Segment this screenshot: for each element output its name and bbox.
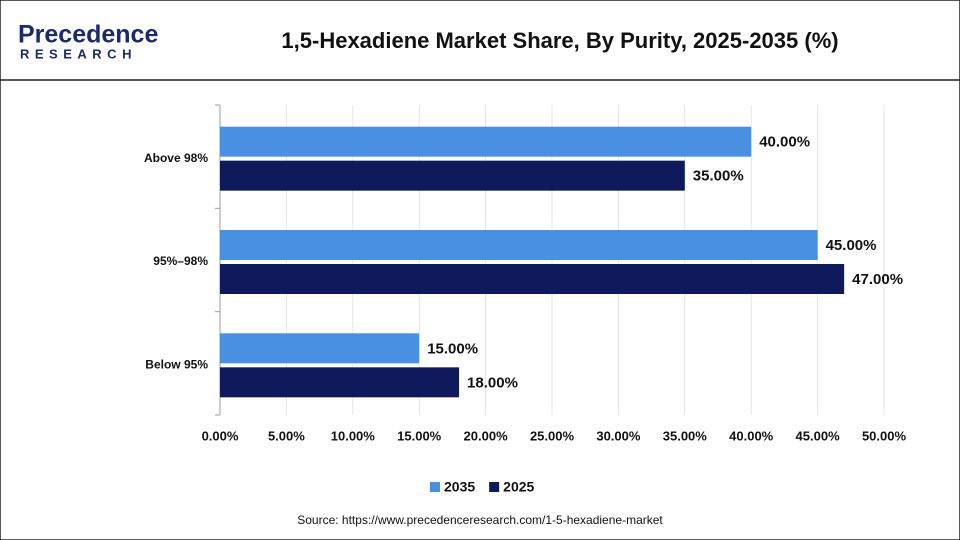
bar [220,333,420,364]
x-tick-label: 5.00% [268,428,305,443]
y-tick-label: Above 98% [144,151,208,165]
y-tick-label: 95%–98% [153,254,208,268]
x-tick-label: 45.00% [796,428,841,443]
bar [220,126,752,157]
value-label: 45.00% [826,237,877,254]
legend-swatch [430,482,440,492]
value-label: 35.00% [693,168,744,185]
x-tick-label: 35.00% [663,428,708,443]
logo-sub: RESEARCH [20,46,137,61]
x-tick-label: 15.00% [397,428,442,443]
bar [220,264,845,294]
legend-label: 2025 [503,479,534,495]
x-tick-label: 20.00% [464,428,509,443]
bar [220,160,685,191]
bar [220,367,460,398]
value-label: 18.00% [467,374,518,391]
x-tick-label: 50.00% [862,428,907,443]
x-tick-label: 25.00% [530,428,575,443]
source: Source: https://www.precedenceresearch.c… [297,513,663,527]
x-tick-label: 30.00% [596,428,641,443]
bar [220,230,818,260]
y-tick-label: Below 95% [145,358,208,372]
logo-name: Precedence [18,21,158,49]
value-label: 40.00% [759,134,810,151]
legend-swatch [489,482,500,492]
x-tick-label: 0.00% [202,428,239,443]
x-tick-label: 40.00% [729,428,774,443]
value-label: 47.00% [852,271,903,288]
value-label: 15.00% [427,340,478,357]
legend-label: 2035 [444,479,475,495]
x-tick-label: 10.00% [331,428,376,443]
chart-title: 1,5-Hexadiene Market Share, By Purity, 2… [281,28,838,53]
